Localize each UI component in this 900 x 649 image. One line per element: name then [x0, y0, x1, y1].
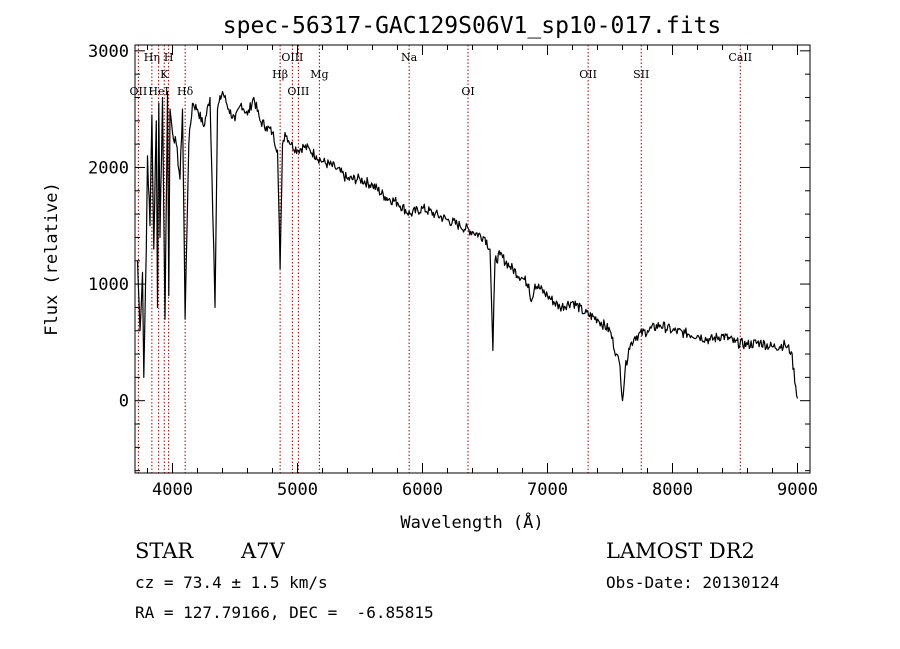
plot-frame [134, 44, 811, 474]
spectral-line-label-1: Hη [144, 51, 160, 64]
object-class: STAR [135, 539, 194, 563]
spectral-line-label-8: OIII [287, 85, 309, 98]
coordinates: RA = 127.79166, DEC = -6.85815 [135, 603, 434, 622]
y-axis-title: Flux (relative) [42, 182, 62, 336]
y-tick-label: 2000 [88, 158, 129, 178]
x-tick-label: 4000 [152, 480, 193, 500]
x-tick-label: 5000 [277, 480, 318, 500]
x-axis-title: Wavelength (Å) [400, 511, 543, 533]
x-tick-label: 8000 [652, 480, 693, 500]
x-tick-label: 9000 [777, 480, 818, 500]
x-tick-label: 7000 [527, 480, 568, 500]
y-tick-label: 1000 [88, 275, 129, 295]
spectral-line-label-9: Mg [310, 68, 328, 81]
spectral-line-label-10: Na [401, 51, 418, 64]
chart-title: spec-56317-GAC129S06V1_sp10-017.fits [223, 13, 722, 39]
spectral-line-label-12: OII [579, 68, 597, 81]
y-tick-label: 3000 [88, 42, 129, 62]
spectral-line-label-14: CaII [728, 51, 752, 64]
spectral-line-label-6: Hβ [272, 68, 288, 81]
redshift-text: cz = 73.4 ± 1.5 km/s [135, 573, 328, 592]
spectral-line-label-13: SII [633, 68, 649, 81]
survey-name: LAMOST DR2 [606, 539, 755, 563]
spectral-line-label-5: Hδ [177, 85, 194, 98]
spectral-line-label-11: OI [461, 85, 474, 98]
y-tick-label: 0 [119, 392, 129, 412]
object-subclass: A7V [241, 539, 285, 563]
x-axis-ticks: 4000 5000 6000 7000 8000 9000 [147, 45, 818, 500]
x-tick-label: 6000 [402, 480, 443, 500]
spectral-line-label-4: H [164, 51, 174, 64]
spectral-line-label-7: OIII [281, 51, 303, 64]
spectral-line-label-0: OII [130, 85, 148, 98]
spectral-line-label-2: HeI [148, 85, 168, 98]
obs-date: Obs-Date: 20130124 [606, 573, 780, 592]
y-axis-ticks: 0 1000 2000 3000 [88, 42, 810, 472]
spectral-line-label-3: K [160, 68, 169, 81]
spectrum-line [136, 91, 799, 402]
